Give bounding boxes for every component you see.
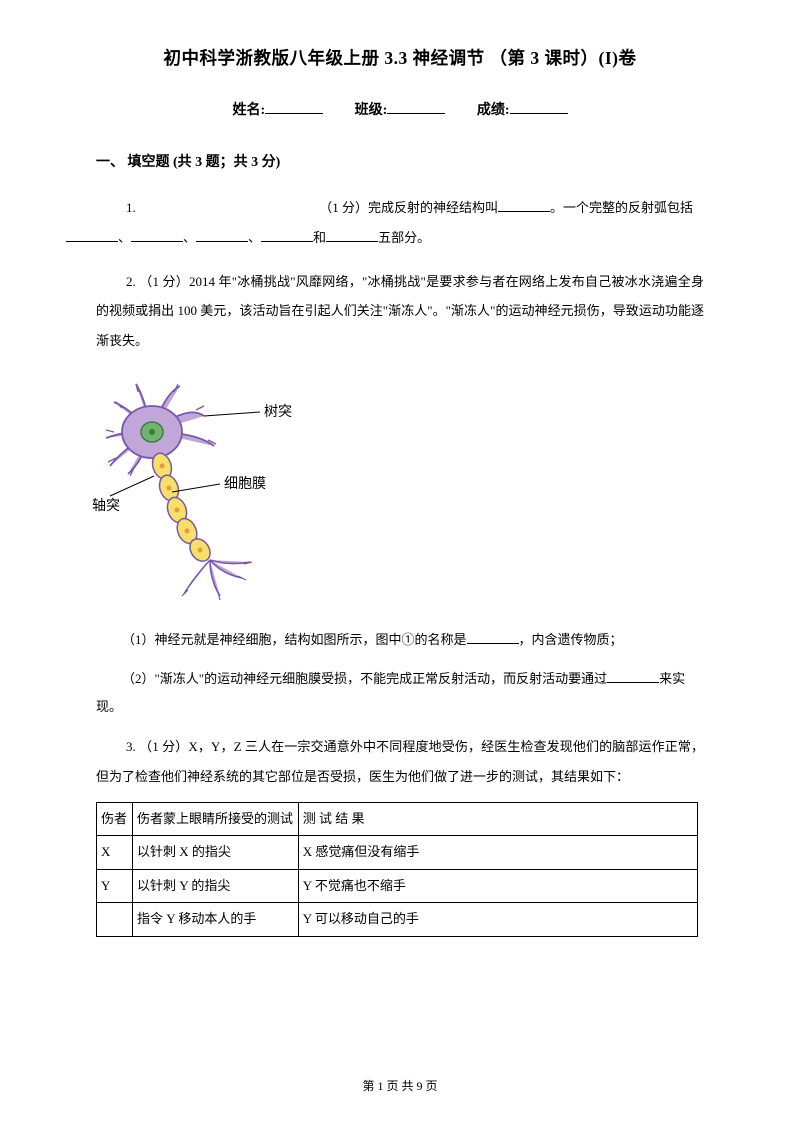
name-label: 姓名: xyxy=(232,103,265,118)
table-row: Y 以针刺 Y 的指尖 Y 不觉痛也不缩手 xyxy=(97,869,698,903)
sq1-blank[interactable] xyxy=(467,632,519,644)
q1-blank-2[interactable] xyxy=(66,230,118,242)
table-header-row: 伤者 伤者蒙上眼睛所接受的测试 测 试 结 果 xyxy=(97,802,698,836)
cell: Y xyxy=(97,869,133,903)
q1-number: 1. xyxy=(126,200,149,215)
q1-text-b: 。一个完整的反射弧包括 xyxy=(550,200,693,215)
results-table-wrap: 伤者 伤者蒙上眼睛所接受的测试 测 试 结 果 X 以针刺 X 的指尖 X 感觉… xyxy=(96,802,704,937)
page-footer: 第 1 页 共 9 页 xyxy=(0,1077,800,1096)
cell: Y 不觉痛也不缩手 xyxy=(298,869,697,903)
q1-blank-1[interactable] xyxy=(498,200,550,212)
q1-blank-4[interactable] xyxy=(196,230,248,242)
cell xyxy=(97,903,133,937)
sub-question-1: （1）神经元就是神经细胞，结构如图所示，图中①的名称是 ，内含遗传物质； xyxy=(96,626,704,655)
dendrite-label: 树突 xyxy=(264,404,292,420)
student-info-line: 姓名: 班级: 成绩: xyxy=(96,100,704,122)
th-result: 测 试 结 果 xyxy=(298,802,697,836)
q1-blank-6[interactable] xyxy=(326,230,378,242)
th-test: 伤者蒙上眼睛所接受的测试 xyxy=(132,802,298,836)
sub-question-2: （2）"渐冻人"的运动神经元细胞膜受损，不能完成正常反射活动，而反射活动要通过来… xyxy=(96,665,704,722)
question-1: 1. （1 分）完成反射的神经结构叫 。一个完整的反射弧包括 、 、 、 和 五部分。 xyxy=(96,193,704,253)
q1-text-a: （1 分）完成反射的神经结构叫 xyxy=(319,200,498,215)
cell: 以针刺 X 的指尖 xyxy=(132,836,298,870)
cell: X 感觉痛但没有缩手 xyxy=(298,836,697,870)
q1-and: 和 xyxy=(313,230,326,245)
score-blank[interactable] xyxy=(510,100,568,114)
th-subject: 伤者 xyxy=(97,802,133,836)
page-title: 初中科学浙教版八年级上册 3.3 神经调节 （第 3 课时）(I)卷 xyxy=(96,44,704,72)
results-table: 伤者 伤者蒙上眼睛所接受的测试 测 试 结 果 X 以针刺 X 的指尖 X 感觉… xyxy=(96,802,698,937)
membrane-label: 细胞膜 xyxy=(224,476,266,492)
sep: 、 xyxy=(183,230,196,245)
sq2-text-a: （2）"渐冻人"的运动神经元细胞膜受损，不能完成正常反射活动，而反射活动要通过 xyxy=(122,671,607,686)
sep: 、 xyxy=(118,230,131,245)
question-3: 3. （1 分）X，Y，Z 三人在一宗交通意外中不同程度地受伤，经医生检查发现他… xyxy=(96,732,704,792)
name-blank[interactable] xyxy=(265,100,323,114)
cell: 以针刺 Y 的指尖 xyxy=(132,869,298,903)
question-2: 2. （1 分）2014 年"冰桶挑战"风靡网络，"冰桶挑战"是要求参与者在网络… xyxy=(96,267,704,357)
cell: Y 可以移动自己的手 xyxy=(298,903,697,937)
class-label: 班级: xyxy=(355,103,388,118)
q1-blank-5[interactable] xyxy=(261,230,313,242)
neuron-svg: 树突 细胞膜 轴突 xyxy=(92,374,352,612)
cell: X xyxy=(97,836,133,870)
axon-label: 轴突 xyxy=(92,498,120,514)
neuron-diagram: 树突 细胞膜 轴突 xyxy=(92,374,704,612)
q1-blank-3[interactable] xyxy=(131,230,183,242)
cell: 指令 Y 移动本人的手 xyxy=(132,903,298,937)
table-row: 指令 Y 移动本人的手 Y 可以移动自己的手 xyxy=(97,903,698,937)
table-row: X 以针刺 X 的指尖 X 感觉痛但没有缩手 xyxy=(97,836,698,870)
class-blank[interactable] xyxy=(387,100,445,114)
sq2-blank[interactable] xyxy=(607,671,659,683)
score-label: 成绩: xyxy=(477,103,510,118)
q1-tail: 五部分。 xyxy=(378,230,430,245)
sq1-text-b: ，内含遗传物质； xyxy=(519,632,623,647)
sq1-text-a: （1）神经元就是神经细胞，结构如图所示，图中①的名称是 xyxy=(122,632,467,647)
sep: 、 xyxy=(248,230,261,245)
section-header: 一、 填空题 (共 3 题；共 3 分) xyxy=(96,152,704,174)
